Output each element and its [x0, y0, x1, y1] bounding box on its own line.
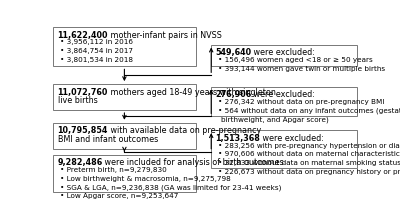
- Text: • 156,496 women aged <18 or ≥ 50 years: • 156,496 women aged <18 or ≥ 50 years: [218, 57, 372, 63]
- Text: • 393,144 women gave twin or multiple births: • 393,144 women gave twin or multiple bi…: [218, 66, 385, 72]
- Text: 10,795,854: 10,795,854: [57, 126, 108, 135]
- Text: 1,513,368: 1,513,368: [215, 134, 260, 143]
- Text: were included for analysis of birth outcomes: were included for analysis of birth outc…: [102, 158, 284, 167]
- Text: • 276,342 without data on pre-pregnancy BMI: • 276,342 without data on pre-pregnancy …: [218, 99, 384, 105]
- Text: were excluded:: were excluded:: [260, 134, 324, 143]
- Text: • 3,801,534 in 2018: • 3,801,534 in 2018: [60, 57, 133, 63]
- FancyBboxPatch shape: [53, 123, 196, 149]
- Text: • 3,956,112 in 2016: • 3,956,112 in 2016: [60, 39, 133, 45]
- FancyBboxPatch shape: [53, 84, 196, 110]
- Text: • Low birthweight & macrosomia, n=9,275,798: • Low birthweight & macrosomia, n=9,275,…: [60, 176, 230, 182]
- Text: were excluded:: were excluded:: [251, 48, 315, 57]
- Text: mothers aged 18-49 years with singleton: mothers aged 18-49 years with singleton: [108, 88, 275, 97]
- Text: 9,282,486: 9,282,486: [57, 158, 102, 167]
- Text: • 226,673 without data on pregnancy history or prenatal care†: • 226,673 without data on pregnancy hist…: [218, 169, 400, 175]
- FancyBboxPatch shape: [211, 45, 357, 66]
- Text: • 3,864,754 in 2017: • 3,864,754 in 2017: [60, 48, 133, 54]
- Text: mother-infant pairs in NVSS: mother-infant pairs in NVSS: [108, 31, 222, 40]
- FancyBboxPatch shape: [53, 155, 196, 192]
- Text: • 970,606 without data on maternal characteristics*: • 970,606 without data on maternal chara…: [218, 151, 400, 157]
- Text: • SGA & LGA, n=9,236,838 (GA was limited for 23-41 weeks): • SGA & LGA, n=9,236,838 (GA was limited…: [60, 184, 281, 191]
- Text: • 283,256 with pre-pregnancy hypertension or diabetes: • 283,256 with pre-pregnancy hypertensio…: [218, 143, 400, 149]
- FancyBboxPatch shape: [211, 87, 357, 116]
- Text: • Low Apgar score, n=9,253,647: • Low Apgar score, n=9,253,647: [60, 193, 178, 199]
- Text: 11,622,400: 11,622,400: [57, 31, 108, 40]
- Text: 11,072,760: 11,072,760: [57, 88, 108, 97]
- Text: birthweight, and Apgar score): birthweight, and Apgar score): [221, 116, 328, 123]
- Text: • 32,833 without data on maternal smoking status during pregnancy: • 32,833 without data on maternal smokin…: [218, 160, 400, 166]
- Text: live births: live births: [58, 97, 98, 106]
- Text: were excluded:: were excluded:: [252, 90, 315, 99]
- FancyBboxPatch shape: [53, 27, 196, 66]
- Text: • 564 without data on any infant outcomes (gestational age,: • 564 without data on any infant outcome…: [218, 108, 400, 114]
- Text: 549,640: 549,640: [215, 48, 251, 57]
- FancyBboxPatch shape: [211, 130, 357, 168]
- Text: BMI and infant outcomes: BMI and infant outcomes: [58, 135, 158, 144]
- Text: 276,906: 276,906: [215, 90, 252, 99]
- Text: with available data on pre-pregnancy: with available data on pre-pregnancy: [108, 126, 261, 135]
- Text: • Preterm birth, n=9,279,830: • Preterm birth, n=9,279,830: [60, 167, 166, 173]
